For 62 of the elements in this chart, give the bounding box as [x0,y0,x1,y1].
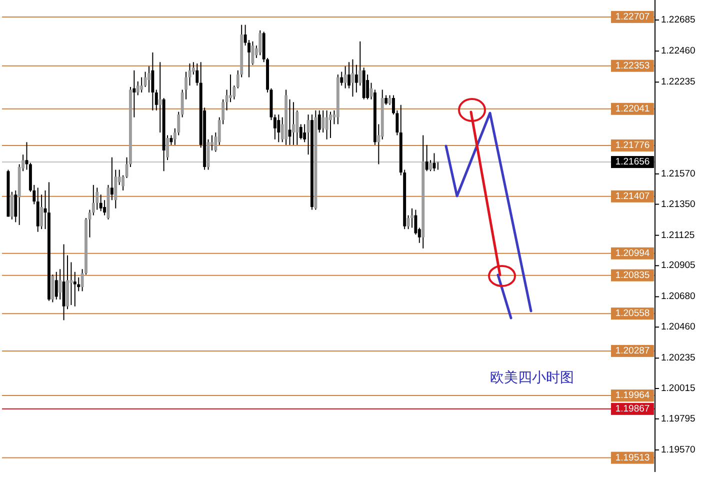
candlestick [148,66,150,93]
candlestick [384,94,388,106]
y-tick-label: 1.20905 [661,260,696,272]
candlestick [40,194,44,230]
candlestick [70,262,73,306]
candlestick [110,156,114,201]
y-tick-label: 1.22685 [661,14,696,26]
y-tick-label: 1.22460 [661,46,696,57]
ref-line-label: 1.20835 [615,270,650,281]
candlestick [432,152,436,172]
y-tick-label: 1.19795 [661,413,696,424]
ref-line-label: 1.20994 [615,248,650,259]
candlestick [99,194,102,212]
ref-line-label: 1.21407 [615,190,650,202]
candlestick [344,66,347,89]
candlestick [54,271,58,300]
candlestick [92,184,95,216]
ref-line-label: 1.19513 [615,452,650,464]
candlestick [436,160,440,170]
candlestick [151,52,154,111]
candlestick [136,80,140,96]
ref-line-label: 1.22041 [615,103,650,114]
ref-line-label: 1.19964 [615,390,650,402]
candlestick [292,102,295,146]
candlestick [425,144,428,172]
candlestick [325,110,328,140]
ref-line-label: 1.22707 [615,11,650,22]
y-tick-label: 1.21125 [661,230,695,241]
y-tick-label: 1.20015 [661,383,696,394]
y-tick-label: 1.21350 [661,198,696,210]
candlestick [299,124,302,140]
y-tick-label: 1.20235 [661,352,696,364]
candlestick [351,58,354,98]
candlestick [366,74,370,100]
ref-line-label: 1.21656 [615,156,650,168]
candlestick [258,30,262,56]
ref-line-label: 1.20558 [615,308,650,320]
y-tick-label: 1.20460 [661,322,696,333]
candlestick [229,74,232,103]
ref-line-label: 1.20287 [615,345,650,356]
candlestick [354,64,358,93]
candlestick [303,124,306,143]
ref-line-label: 1.19867 [615,403,650,414]
candlestick [414,209,418,236]
candlestick [140,76,144,93]
annotation: 欧美四小时图 [490,370,574,386]
ref-line-label: 1.21776 [615,140,650,151]
candlestick [322,110,325,133]
candlestick [196,62,199,86]
candlestick [14,190,18,223]
candlestick [318,110,321,133]
candlestick [340,71,344,86]
y-tick-label: 1.19570 [661,444,696,456]
y-tick-label: 1.21570 [661,168,696,180]
candlestick [73,271,76,307]
candlestick [273,114,276,140]
candlestick [277,114,280,143]
y-tick-label: 1.22235 [661,76,696,88]
candlestick [170,134,173,146]
ref-line-label: 1.22353 [615,60,650,72]
y-tick-label: 1.20680 [661,291,696,302]
candlestick [329,111,332,139]
